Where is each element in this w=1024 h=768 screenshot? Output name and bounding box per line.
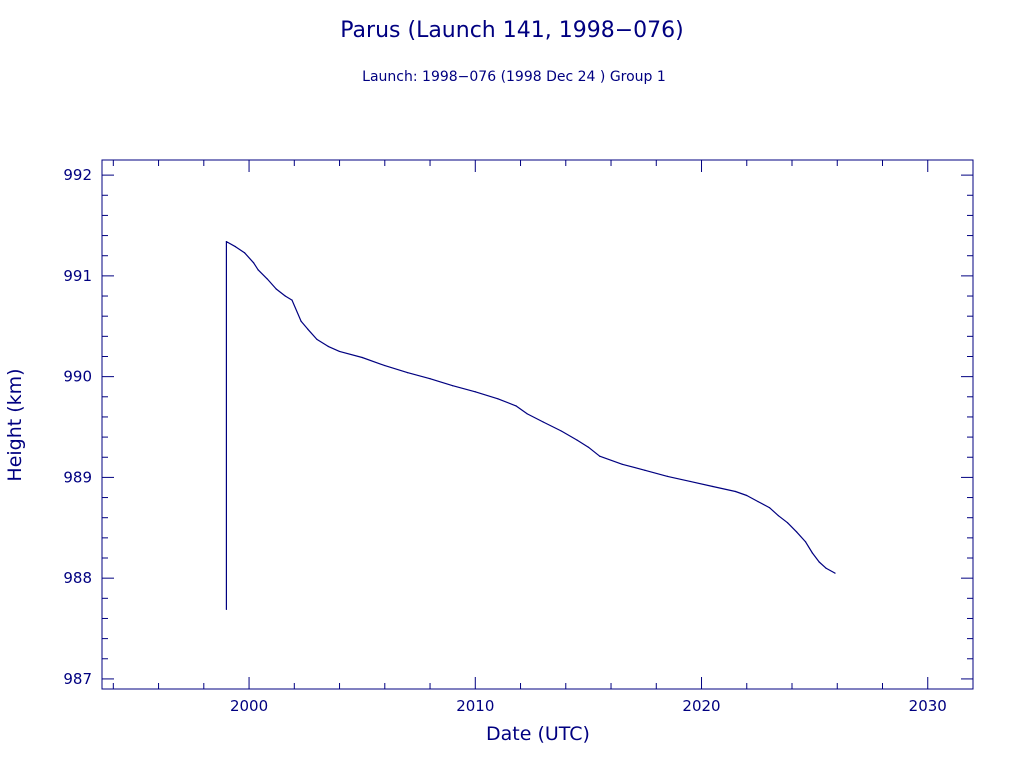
x-axis-tick-labels: 2000 2010 2020 2030 xyxy=(230,697,947,715)
data-point xyxy=(818,561,820,563)
data-point xyxy=(243,252,246,254)
x-tick-label: 2010 xyxy=(456,697,494,715)
x-tick-label: 2000 xyxy=(230,697,268,715)
data-point xyxy=(515,405,517,407)
data-point xyxy=(542,421,544,423)
y-axis-label: Height (km) xyxy=(4,368,26,481)
data-point xyxy=(712,485,714,488)
x-tick-label: 2030 xyxy=(909,697,947,715)
data-point xyxy=(225,608,228,610)
chart-subtitle: Launch: 1998−076 (1998 Dec 24 ) Group 1 xyxy=(362,69,666,85)
data-point xyxy=(811,552,813,554)
data-point xyxy=(307,328,309,330)
chart-title: Parus (Launch 141, 1998−076) xyxy=(340,18,683,43)
data-point xyxy=(689,480,691,483)
y-axis-tick-labels: 987 988 989 990 991 992 xyxy=(63,166,92,688)
y-tick-label: 989 xyxy=(63,468,92,486)
data-point xyxy=(768,507,770,509)
data-point xyxy=(576,439,578,441)
data-point xyxy=(406,372,409,374)
data-point xyxy=(275,288,277,290)
data-point xyxy=(777,515,780,517)
data-point xyxy=(300,320,302,322)
data-point xyxy=(621,463,623,465)
data-point xyxy=(825,567,827,569)
data-point xyxy=(257,269,259,271)
y-axis-ticks xyxy=(102,174,973,680)
x-axis-ticks xyxy=(112,160,974,689)
data-point xyxy=(338,350,341,353)
data-point xyxy=(266,278,268,280)
data-point xyxy=(526,413,528,415)
data-point xyxy=(284,295,286,297)
y-tick-label: 990 xyxy=(63,368,92,386)
data-point xyxy=(474,391,476,393)
y-tick-label: 988 xyxy=(63,569,92,587)
data-point xyxy=(746,494,748,497)
data-point xyxy=(384,364,386,367)
data-point xyxy=(234,246,237,248)
x-tick-label: 2020 xyxy=(682,697,720,715)
x-axis-label: Date (UTC) xyxy=(486,723,590,745)
data-point xyxy=(291,299,293,301)
data-point xyxy=(361,356,363,359)
y-tick-label: 992 xyxy=(63,166,92,184)
data-point xyxy=(452,385,454,387)
y-tick-label: 987 xyxy=(63,670,92,688)
data-point xyxy=(734,490,737,493)
data-point xyxy=(804,541,807,543)
data-point xyxy=(795,531,798,533)
data-point xyxy=(252,262,255,264)
data-point xyxy=(429,378,431,380)
series-layer xyxy=(225,241,836,610)
plot-frame xyxy=(101,159,974,690)
data-point xyxy=(587,446,590,448)
data-point xyxy=(327,345,329,348)
y-tick-label: 991 xyxy=(63,267,92,285)
data-point xyxy=(560,430,562,432)
data-point xyxy=(599,455,601,457)
data-point xyxy=(497,398,499,400)
data-point xyxy=(666,475,669,477)
data-point xyxy=(225,241,228,243)
data-point xyxy=(644,469,646,471)
series-line xyxy=(225,241,836,610)
data-point xyxy=(316,338,318,340)
data-point xyxy=(786,522,789,524)
data-point xyxy=(757,500,759,503)
data-point xyxy=(834,572,836,574)
